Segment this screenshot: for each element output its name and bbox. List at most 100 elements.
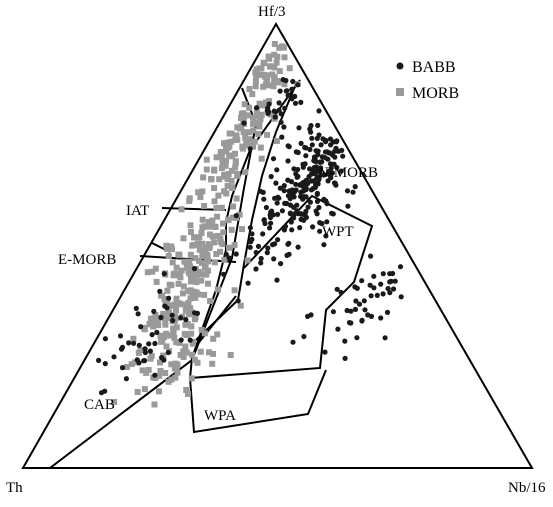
- morb-point-265: [217, 248, 224, 255]
- babb-point-318: [356, 301, 363, 307]
- babb-point-104: [345, 203, 351, 209]
- morb-point-38: [241, 101, 248, 108]
- babb-point-276: [390, 286, 397, 292]
- morb-point-72: [253, 107, 260, 114]
- morb-point-394: [237, 302, 244, 309]
- morb-point-171: [187, 263, 194, 270]
- morb-point-283: [195, 269, 202, 275]
- babb-point-251: [281, 188, 287, 194]
- morb-point-117: [275, 79, 282, 86]
- morb-point-202: [221, 256, 228, 263]
- morb-point-371: [182, 343, 189, 350]
- morb-point-379: [198, 326, 205, 333]
- legend-babb-marker: [396, 62, 404, 70]
- babb-point-333: [111, 354, 117, 360]
- morb-point-109: [245, 112, 252, 119]
- babb-point-177: [273, 180, 279, 186]
- babb-point-62: [274, 200, 280, 206]
- morb-point-352: [163, 343, 170, 350]
- babb-point-178: [319, 154, 325, 160]
- morb-point-29: [271, 74, 278, 81]
- morb-point-45: [224, 183, 231, 189]
- babb-point-191: [274, 277, 280, 283]
- morb-point-241: [220, 220, 226, 227]
- morb-point-389: [168, 376, 175, 383]
- babb-point-236: [313, 158, 319, 165]
- babb-point-291: [335, 326, 341, 332]
- morb-point-214: [199, 224, 206, 231]
- morb-point-205: [244, 257, 251, 264]
- morb-point-413: [139, 367, 146, 374]
- babb-point-280: [371, 273, 377, 279]
- morb-point-13: [271, 64, 278, 71]
- babb-point-232: [248, 239, 254, 245]
- babb-point-217: [286, 240, 292, 246]
- babb-point-219: [265, 245, 271, 251]
- babb-point-312: [305, 313, 311, 319]
- morb-point-237: [176, 271, 183, 278]
- babb-point-18: [241, 120, 247, 126]
- babb-point-31: [309, 142, 315, 148]
- babb-point-192: [260, 231, 266, 237]
- babb-point-244: [271, 256, 277, 262]
- morb-point-337: [213, 251, 220, 257]
- babb-point-151: [315, 122, 321, 128]
- morb-point-118: [246, 136, 253, 143]
- babb-point-71: [258, 260, 264, 266]
- babb-point-322: [161, 271, 167, 277]
- babb-point-329: [226, 255, 232, 261]
- babb-point-307: [384, 309, 391, 315]
- morb-point-350: [141, 386, 148, 393]
- babb-point-67: [270, 156, 277, 162]
- babb-point-25: [266, 109, 272, 115]
- babb-point-113: [333, 139, 339, 145]
- babb-point-319: [390, 270, 396, 277]
- morb-point-20: [261, 71, 267, 78]
- morb-point-149: [242, 169, 249, 176]
- morb-point-308: [141, 324, 148, 331]
- babb-point-154: [275, 194, 281, 200]
- morb-point-360: [195, 291, 201, 298]
- morb-point-209: [188, 229, 194, 235]
- babb-point-303: [368, 313, 375, 319]
- morb-point-316: [198, 271, 205, 278]
- babb-point-370: [166, 295, 172, 301]
- morb-point-334: [171, 303, 178, 309]
- morb-point-86: [224, 176, 231, 183]
- morb-point-235: [207, 231, 213, 238]
- babb-point-9: [292, 100, 299, 106]
- babb-point-295: [352, 306, 359, 312]
- morb-point-383: [111, 399, 118, 405]
- morb-point-56: [264, 131, 271, 138]
- babb-point-237: [262, 220, 268, 227]
- babb-point-99: [325, 171, 331, 177]
- morb-point-372: [170, 331, 177, 338]
- morb-point-269: [128, 361, 135, 368]
- babb-point-269: [290, 212, 296, 218]
- babb-point-30: [279, 134, 285, 140]
- babb-point-363: [135, 311, 141, 317]
- babb-point-168: [328, 142, 334, 148]
- babb-point-367: [118, 346, 125, 352]
- morb-point-344: [152, 312, 159, 319]
- field-boundary-line-5: [189, 369, 327, 434]
- legend-morb-marker: [396, 88, 404, 96]
- morb-point-150: [218, 153, 225, 160]
- babb-point-227: [324, 219, 330, 225]
- morb-point-375: [227, 352, 234, 358]
- morb-point-191: [203, 254, 210, 261]
- morb-point-321: [132, 359, 139, 366]
- apex-label-top: Hf/3: [258, 4, 286, 20]
- babb-point-89: [285, 158, 291, 164]
- morb-point-34: [273, 59, 280, 66]
- morb-point-255: [177, 274, 184, 281]
- babb-point-362: [194, 310, 200, 316]
- morb-point-414: [197, 348, 204, 355]
- field-label-e-morb: E-MORB: [58, 252, 116, 268]
- morb-point-417: [171, 365, 178, 372]
- babb-point-208: [295, 173, 301, 180]
- babb-point-270: [264, 250, 270, 256]
- morb-point-142: [253, 120, 260, 127]
- morb-point-21: [246, 86, 253, 92]
- morb-point-120: [273, 138, 280, 144]
